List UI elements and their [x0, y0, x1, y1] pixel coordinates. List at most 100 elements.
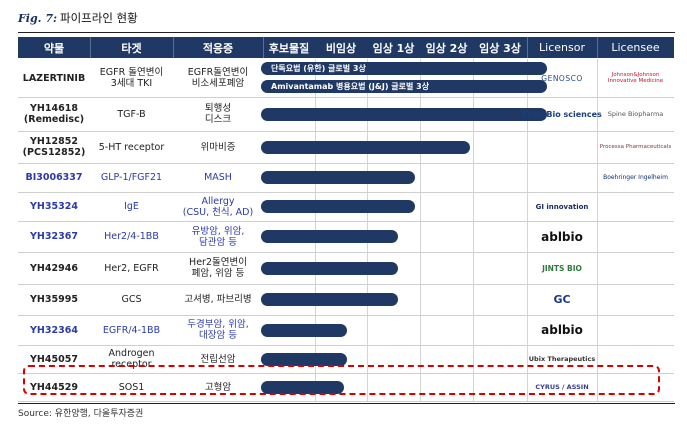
table-row: YH44529 SOS1 고형암 CYRUS / ASSIN — [18, 373, 674, 402]
grid-line — [420, 373, 421, 401]
phase-bar — [261, 108, 547, 121]
drug-name: YH12852 (PCS12852) — [22, 136, 86, 158]
grid-line — [597, 59, 598, 97]
grid-line — [597, 345, 598, 373]
grid-line — [315, 59, 316, 97]
indication: 고셔병, 파브리병 — [184, 294, 252, 305]
licensee-logo: Johnson&Johnson Innovative Medicine — [607, 72, 664, 84]
grid-line — [420, 192, 421, 221]
bar-label: Amivantamab 병용요법 (J&J) 글로벌 3상 — [271, 82, 430, 91]
phase-bar — [261, 324, 347, 337]
target: GLP-1/FGF21 — [100, 172, 163, 183]
licensor-logo: GI innovation — [535, 202, 589, 211]
grid-line — [420, 59, 421, 97]
table-row: YH12852 (PCS12852) 5-HT receptor 위마비증 Proce… — [18, 131, 674, 164]
grid-line — [473, 59, 474, 97]
grid-line — [597, 252, 598, 284]
indication: 고형암 — [204, 381, 232, 393]
indication: 전립선암 — [200, 353, 236, 365]
target: EGFR 돌연변이 3세대 TKI — [99, 67, 164, 89]
grid-line — [527, 373, 528, 401]
indication: Allergy (CSU, 천식, AD) — [182, 195, 254, 218]
grid-line — [420, 315, 421, 345]
grid-line — [367, 59, 368, 97]
grid-line — [367, 373, 368, 401]
grid-line — [420, 345, 421, 373]
licensor-logo: GENOSCO — [541, 73, 583, 83]
grid-line — [597, 163, 598, 192]
phase-bar — [261, 262, 398, 275]
licensor-logo: ablbio — [541, 323, 583, 337]
grid-line — [527, 252, 528, 284]
indication: 퇴행성 디스크 — [204, 103, 232, 125]
target: Her2, EGFR — [104, 262, 159, 274]
highlight-box — [23, 365, 660, 395]
header-drug: 약물 — [18, 37, 90, 58]
grid-line — [420, 252, 421, 284]
grid-line — [473, 252, 474, 284]
licensor-logo: CYRUS / ASSIN — [535, 383, 589, 391]
header-licensee: Licensee — [597, 37, 674, 58]
header-nonclinical: 비임상 — [315, 37, 367, 58]
phase-bar — [261, 381, 344, 394]
drug-name: YH35995 — [30, 294, 78, 305]
figure-caption: 파이프라인 현황 — [60, 11, 138, 25]
licensor-logo: JINTS BIO — [542, 263, 582, 273]
target: SOS1 — [118, 381, 145, 393]
licensor-logo: Ubix Therapeutics — [528, 355, 596, 363]
header-candidate: 후보물질 — [263, 37, 315, 58]
bar-label: 단독요법 (유한) 글로벌 3상 — [271, 64, 366, 73]
header-target: 타겟 — [90, 37, 173, 58]
target: EGFR/4-1BB — [102, 324, 161, 336]
indication: 두경부암, 위암, 대장암 등 — [187, 319, 249, 341]
indication: MASH — [204, 172, 232, 183]
table-row: YH35995 GCS 고셔병, 파브리병 GC — [18, 284, 674, 316]
licensor-logo: ablbio — [541, 229, 583, 244]
drug-name: YH42946 — [30, 262, 78, 274]
source-note: Source: 유한양행, 다올투자증권 — [18, 409, 144, 419]
grid-line — [597, 221, 598, 252]
table-row: YH14618 (Remedisc) TGF-B 퇴행성 디스크 EnsolBio s… — [18, 97, 674, 132]
indication: 유방암, 위암, 담관암 등 — [191, 225, 245, 248]
header-separator — [173, 37, 174, 58]
header-licensor: Licensor — [527, 37, 597, 58]
grid-line — [597, 284, 598, 315]
title-rule — [18, 32, 675, 33]
drug-name: BI3006337 — [25, 172, 83, 183]
indication: Her2돌연변이 폐암, 위암 등 — [189, 257, 247, 279]
grid-line — [473, 315, 474, 345]
target: TGF-B — [117, 108, 146, 120]
phase-bar — [261, 171, 415, 184]
grid-line — [420, 284, 421, 315]
grid-line — [597, 315, 598, 345]
grid-line — [527, 284, 528, 315]
figure-number: Fig. 7: — [18, 11, 58, 25]
grid-line — [527, 59, 528, 97]
grid-line — [597, 131, 598, 163]
table-row: LAZERTINIB EGFR 돌연변이 3세대 TKI EGFR돌연변이 비소세포… — [18, 59, 674, 98]
phase-bar — [261, 353, 347, 366]
indication: EGFR돌연변이 비소세포폐암 — [187, 67, 249, 89]
figure-title: Fig. 7: 파이프라인 현황 — [18, 8, 138, 28]
grid-line — [420, 163, 421, 192]
target: GCS — [121, 294, 142, 305]
drug-name: YH44529 — [30, 381, 78, 393]
header-phase2: 임상 2상 — [420, 37, 473, 58]
table-row: YH32367 Her2/4-1BB 유방암, 위암, 담관암 등 ablbio — [18, 221, 674, 253]
header-phase1: 임상 1상 — [367, 37, 420, 58]
table-row: YH32364 EGFR/4-1BB 두경부암, 위암, 대장암 등 ablbio — [18, 315, 674, 346]
drug-name: YH32364 — [30, 324, 78, 336]
grid-line — [473, 192, 474, 221]
drug-name: YH45057 — [30, 353, 78, 365]
grid-line — [527, 192, 528, 221]
grid-line — [527, 315, 528, 345]
indication: 위마비증 — [200, 141, 236, 153]
grid-line — [473, 221, 474, 252]
grid-line — [367, 345, 368, 373]
target: 5-HT receptor — [98, 141, 165, 153]
header-phase3: 임상 3상 — [473, 37, 527, 58]
phase-bar — [261, 141, 470, 154]
grid-line — [367, 315, 368, 345]
header-separator — [527, 37, 528, 58]
header-separator — [263, 37, 264, 58]
